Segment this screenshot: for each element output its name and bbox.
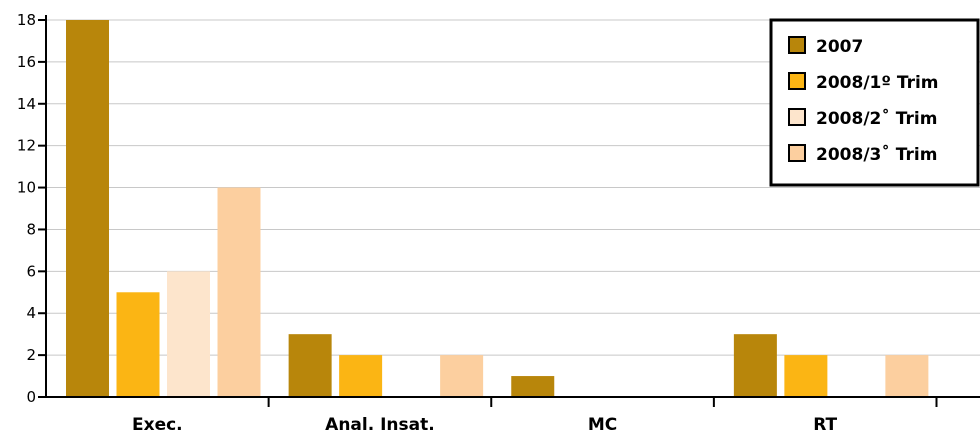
y-tick-label: 18 — [17, 11, 36, 29]
legend: 2007 2008/1º Trim 2008/2˚ Trim 2008/3˚ Trim — [769, 18, 980, 187]
legend-swatch — [788, 36, 806, 54]
axes — [45, 15, 980, 407]
bar — [511, 376, 555, 397]
y-tick-label: 2 — [26, 346, 36, 364]
legend-swatch — [788, 144, 806, 162]
legend-label: 2008/3˚ Trim — [816, 143, 937, 165]
y-tick-label: 0 — [26, 388, 36, 406]
bar — [440, 355, 484, 397]
legend-swatch — [788, 72, 806, 90]
y-tick-label: 14 — [17, 95, 36, 113]
y-tick-label: 4 — [26, 304, 36, 322]
legend-label: 2008/1º Trim — [816, 73, 939, 93]
y-tick-label: 12 — [17, 137, 36, 155]
bar — [885, 355, 929, 397]
y-axis-ticks: 0 2 4 6 8 10 12 14 16 18 — [17, 11, 46, 406]
bar — [784, 355, 828, 397]
y-tick-label: 8 — [26, 220, 36, 238]
x-axis-labels: Exec. Anal. Insat. MC RT — [132, 415, 838, 435]
bar — [66, 20, 109, 397]
y-tick-label: 10 — [17, 179, 36, 197]
bar — [733, 334, 777, 397]
y-tick-label: 16 — [17, 53, 36, 71]
x-category-label: Anal. Insat. — [325, 415, 435, 435]
bar — [116, 292, 160, 397]
bar — [167, 271, 210, 397]
x-category-label: RT — [813, 415, 837, 435]
legend-label: 2008/2˚ Trim — [816, 107, 937, 129]
x-category-label: MC — [588, 415, 617, 435]
bar — [288, 334, 332, 397]
bar — [339, 355, 383, 397]
bars — [66, 20, 929, 397]
legend-label: 2007 — [816, 37, 863, 57]
legend-swatch — [788, 108, 806, 126]
x-category-label: Exec. — [132, 415, 183, 435]
bar — [217, 187, 261, 397]
y-tick-label: 6 — [26, 262, 36, 280]
